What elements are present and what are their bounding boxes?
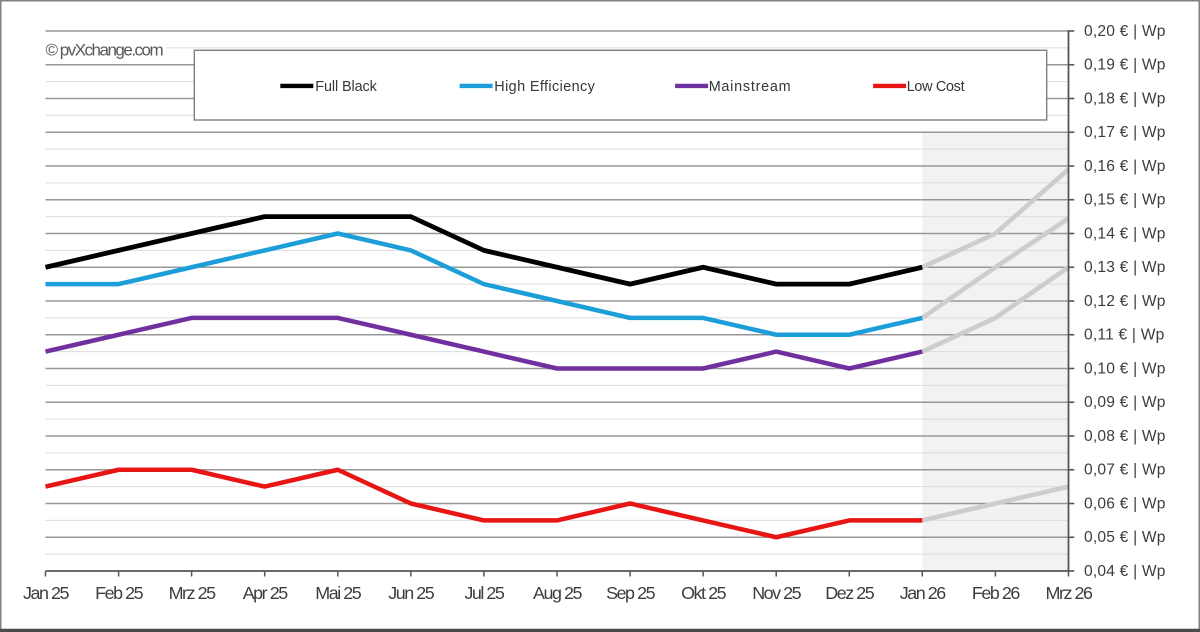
svg-text:Okt 25: Okt 25	[681, 583, 727, 603]
svg-text:0,09 € | Wp: 0,09 € | Wp	[1084, 394, 1166, 411]
svg-text:0,19 € | Wp: 0,19 € | Wp	[1084, 57, 1166, 74]
svg-text:Mainstream: Mainstream	[709, 79, 792, 95]
svg-text:Feb 26: Feb 26	[972, 583, 1020, 603]
svg-text:Nov 25: Nov 25	[752, 583, 801, 603]
svg-text:Mrz 26: Mrz 26	[1046, 583, 1093, 603]
svg-text:Feb 25: Feb 25	[95, 583, 143, 603]
svg-text:0,07 € | Wp: 0,07 € | Wp	[1084, 462, 1166, 479]
svg-text:0,11 € | Wp: 0,11 € | Wp	[1084, 327, 1165, 344]
svg-text:0,16 € | Wp: 0,16 € | Wp	[1084, 158, 1166, 175]
svg-text:Jul 25: Jul 25	[464, 583, 505, 603]
svg-text:0,13 € | Wp: 0,13 € | Wp	[1084, 259, 1166, 276]
svg-text:0,18 € | Wp: 0,18 € | Wp	[1084, 90, 1166, 107]
svg-text:High Efficiency: High Efficiency	[494, 79, 595, 95]
svg-text:0,06 € | Wp: 0,06 € | Wp	[1084, 495, 1166, 512]
svg-text:Sep 25: Sep 25	[606, 583, 656, 603]
svg-text:Apr 25: Apr 25	[243, 583, 289, 603]
svg-text:Jan 26: Jan 26	[900, 583, 947, 603]
svg-text:Aug 25: Aug 25	[533, 583, 583, 603]
svg-text:Full Black: Full Black	[315, 79, 377, 95]
svg-text:0,05 € | Wp: 0,05 € | Wp	[1084, 529, 1166, 546]
svg-text:Low Cost: Low Cost	[907, 79, 965, 95]
svg-text:Mai 25: Mai 25	[315, 583, 361, 603]
svg-text:0,15 € | Wp: 0,15 € | Wp	[1084, 192, 1166, 209]
svg-text:0,12 € | Wp: 0,12 € | Wp	[1084, 293, 1166, 310]
svg-text:© pvXchange.com: © pvXchange.com	[46, 40, 164, 59]
svg-text:Dez 25: Dez 25	[825, 583, 874, 603]
svg-text:Jan 25: Jan 25	[23, 583, 70, 603]
svg-text:Mrz 25: Mrz 25	[169, 583, 216, 603]
svg-text:Jun 25: Jun 25	[388, 583, 435, 603]
svg-text:0,08 € | Wp: 0,08 € | Wp	[1084, 428, 1166, 445]
svg-text:0,17 € | Wp: 0,17 € | Wp	[1084, 124, 1166, 141]
svg-text:0,14 € | Wp: 0,14 € | Wp	[1084, 225, 1166, 242]
svg-text:0,20 € | Wp: 0,20 € | Wp	[1084, 23, 1166, 40]
svg-text:0,04 € | Wp: 0,04 € | Wp	[1084, 563, 1166, 580]
svg-text:0,10 € | Wp: 0,10 € | Wp	[1084, 360, 1166, 377]
